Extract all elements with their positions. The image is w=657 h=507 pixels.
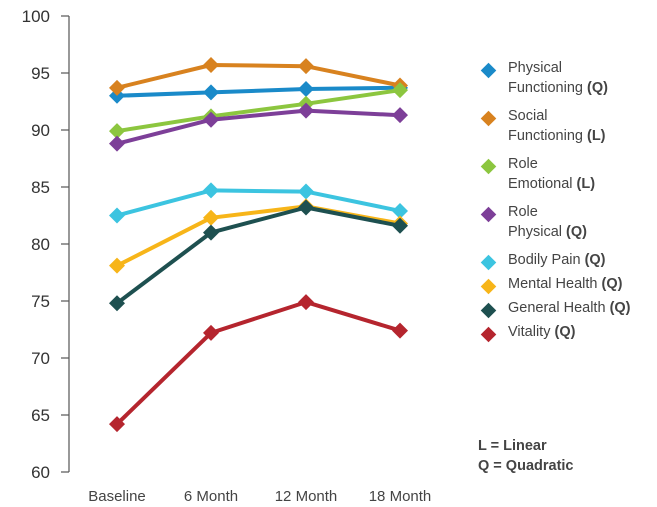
series-line bbox=[115, 205, 401, 305]
legend-marker-icon bbox=[480, 326, 497, 343]
y-tick-label: 85 bbox=[31, 178, 50, 197]
legend-trend: (Q) bbox=[609, 300, 631, 316]
legend-marker-icon bbox=[480, 110, 497, 127]
y-tick-label: 65 bbox=[31, 406, 50, 425]
legend-item-role-physical: Role Physical (Q) bbox=[478, 202, 656, 242]
data-point bbox=[298, 199, 314, 216]
series-line bbox=[115, 300, 401, 426]
series-line bbox=[116, 204, 401, 268]
note-quadratic: Q = Quadratic bbox=[478, 458, 574, 474]
legend-trend: (Q) bbox=[584, 252, 606, 268]
data-point bbox=[298, 294, 314, 311]
data-point bbox=[109, 257, 125, 274]
data-point bbox=[109, 207, 125, 224]
data-point bbox=[298, 183, 314, 200]
series-line bbox=[116, 63, 401, 90]
legend-marker-icon bbox=[480, 254, 497, 271]
legend-item-bodily-pain: Bodily Pain (Q) bbox=[478, 250, 656, 271]
y-tick-label: 95 bbox=[31, 64, 50, 83]
legend-label: General Health (Q) bbox=[508, 300, 631, 316]
data-point bbox=[203, 209, 219, 226]
legend-item-social-functioning: Social Functioning (L) bbox=[478, 106, 656, 146]
legend-label: Mental Health (Q) bbox=[508, 276, 623, 292]
data-point bbox=[392, 107, 408, 124]
data-point bbox=[109, 123, 125, 140]
series-line bbox=[116, 108, 401, 146]
legend-marker-icon bbox=[480, 62, 497, 79]
y-tick-label: 60 bbox=[31, 463, 50, 482]
series-line bbox=[116, 88, 401, 134]
series-bodily-pain bbox=[109, 182, 408, 224]
legend: Physical Functioning (Q) Social Functioning… bbox=[478, 58, 656, 343]
data-point bbox=[392, 217, 408, 234]
legend-trend: (Q) bbox=[554, 324, 576, 340]
series-physical-functioning bbox=[109, 79, 408, 104]
series-general-health bbox=[109, 199, 408, 312]
series-vitality bbox=[109, 294, 408, 433]
legend-trend: (Q) bbox=[566, 224, 587, 240]
legend-marker-icon bbox=[480, 278, 497, 295]
series-mental-health bbox=[109, 198, 408, 274]
legend-label: Vitality (Q) bbox=[508, 324, 576, 340]
data-point bbox=[392, 82, 408, 99]
data-point bbox=[109, 135, 125, 152]
legend-marker-icon bbox=[480, 206, 497, 223]
y-tick-label: 100 bbox=[22, 7, 50, 26]
y-tick-label: 75 bbox=[31, 292, 50, 311]
x-tick-label: 6 Month bbox=[184, 488, 238, 505]
legend-item-role-emotional: Role Emotional (L) bbox=[478, 154, 656, 194]
legend-marker-icon bbox=[480, 158, 497, 175]
data-point bbox=[203, 111, 219, 128]
legend-label: Role Emotional (L) bbox=[508, 156, 596, 192]
data-point bbox=[298, 58, 314, 75]
series-line bbox=[116, 85, 401, 98]
note-linear: L = Linear bbox=[478, 438, 547, 454]
legend-item-mental-health: Mental Health (Q) bbox=[478, 274, 656, 295]
legend-label: Role Physical (Q) bbox=[508, 204, 587, 240]
data-point bbox=[298, 80, 314, 97]
y-tick-label: 90 bbox=[31, 121, 50, 140]
data-point bbox=[203, 182, 219, 199]
legend-label: Bodily Pain (Q) bbox=[508, 252, 606, 268]
legend-trend: (Q) bbox=[601, 276, 623, 292]
y-tick-label: 80 bbox=[31, 235, 50, 254]
legend-marker-icon bbox=[480, 302, 497, 319]
x-tick-label: 18 Month bbox=[369, 488, 432, 505]
series-group bbox=[109, 57, 408, 433]
data-point bbox=[109, 79, 125, 96]
data-point bbox=[203, 57, 219, 74]
x-tick-label: 12 Month bbox=[275, 488, 338, 505]
legend-item-physical-functioning: Physical Functioning (Q) bbox=[478, 58, 656, 98]
legend-label: Physical Functioning (Q) bbox=[508, 60, 608, 96]
legend-trend: (L) bbox=[576, 176, 596, 192]
x-tick-label: Baseline bbox=[88, 488, 146, 505]
legend-trend: (Q) bbox=[587, 80, 608, 96]
series-role-physical bbox=[109, 102, 408, 152]
data-point bbox=[203, 84, 219, 101]
series-line bbox=[116, 188, 401, 218]
data-point bbox=[392, 322, 408, 339]
legend-label: Social Functioning (L) bbox=[508, 108, 606, 144]
line-chart: 60 65 70 75 80 85 90 95 100 Baseline 6 Month 12 Mo… bbox=[22, 7, 432, 505]
data-point bbox=[109, 416, 125, 433]
series-role-emotional bbox=[109, 82, 408, 140]
data-point bbox=[203, 324, 219, 341]
data-point bbox=[203, 224, 219, 241]
data-point bbox=[392, 202, 408, 219]
legend-item-vitality: Vitality (Q) bbox=[478, 322, 656, 343]
data-point bbox=[298, 102, 314, 119]
x-axis-ticks: Baseline 6 Month 12 Month 18 Month bbox=[88, 488, 431, 505]
data-point bbox=[109, 295, 125, 312]
legend-trend: (L) bbox=[587, 128, 606, 144]
legend-item-general-health: General Health (Q) bbox=[478, 298, 656, 319]
y-axis-ticks: 60 65 70 75 80 85 90 95 100 bbox=[22, 7, 69, 482]
y-tick-label: 70 bbox=[31, 349, 50, 368]
trend-note: L = Linear Q = Quadratic bbox=[478, 436, 574, 476]
